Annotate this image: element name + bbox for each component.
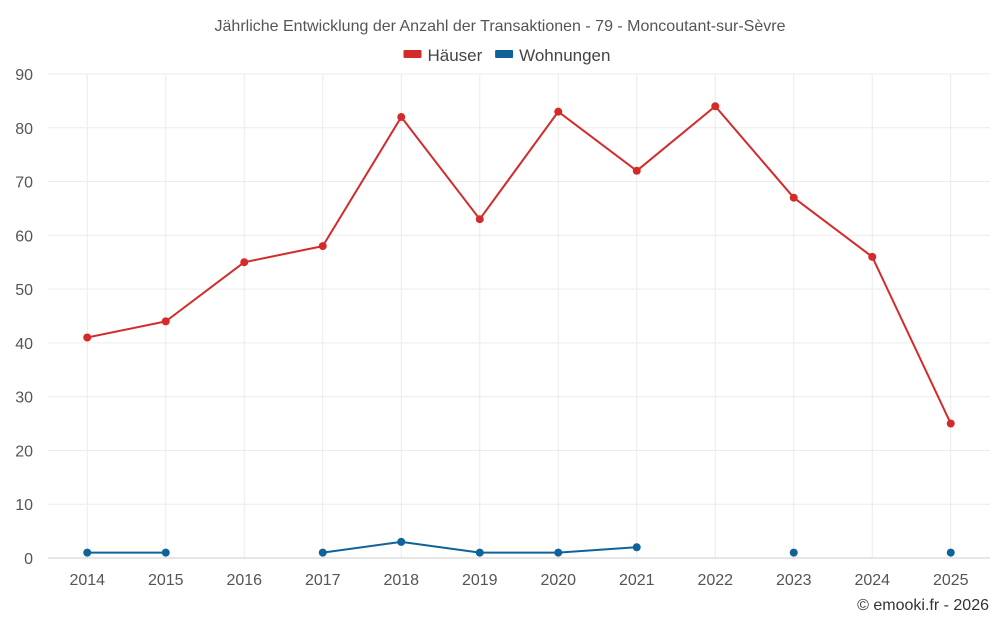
data-point[interactable] — [632, 543, 641, 552]
y-tick-label: 0 — [24, 551, 33, 568]
grid — [48, 73, 990, 559]
data-point[interactable] — [946, 548, 955, 557]
y-axis-ticks: 0 10 20 30 40 50 60 70 80 90 — [15, 67, 33, 568]
data-point[interactable] — [318, 242, 327, 251]
x-tick-label: 2020 — [540, 572, 576, 589]
data-point[interactable] — [632, 166, 641, 175]
y-tick-label: 70 — [15, 175, 33, 192]
x-tick-label: 2015 — [148, 572, 184, 589]
data-point[interactable] — [83, 333, 92, 342]
data-point[interactable] — [946, 419, 955, 428]
series-line — [87, 105, 952, 424]
legend-swatch — [495, 50, 514, 58]
y-tick-label: 60 — [15, 228, 33, 245]
data-point[interactable] — [318, 548, 327, 557]
x-tick-label: 2023 — [776, 572, 812, 589]
data-point[interactable] — [397, 113, 406, 122]
data-point[interactable] — [868, 252, 877, 261]
legend-swatch — [403, 50, 422, 58]
legend-label[interactable]: Wohnungen — [519, 46, 610, 65]
data-point[interactable] — [475, 215, 484, 224]
x-tick-label: 2022 — [697, 572, 733, 589]
data-point[interactable] — [83, 548, 92, 557]
data-point[interactable] — [161, 548, 170, 557]
data-point[interactable] — [789, 548, 798, 557]
data-point[interactable] — [161, 317, 170, 326]
data-point[interactable] — [554, 548, 563, 557]
data-point[interactable] — [554, 107, 563, 116]
credit-text: © emooki.fr - 2026 — [857, 597, 989, 614]
series-0 — [83, 102, 955, 428]
y-tick-label: 40 — [15, 336, 33, 353]
data-point[interactable] — [397, 537, 406, 546]
legend-label[interactable]: Häuser — [428, 46, 483, 65]
series-layer — [83, 102, 955, 557]
x-tick-label: 2018 — [383, 572, 419, 589]
y-tick-label: 10 — [15, 497, 33, 514]
x-axis-ticks: 2014 2015 2016 2017 2018 2019 2020 2021 2022 2023… — [69, 572, 968, 589]
data-point[interactable] — [789, 193, 798, 202]
y-tick-label: 80 — [15, 121, 33, 138]
x-tick-label: 2014 — [69, 572, 105, 589]
y-tick-label: 90 — [15, 67, 33, 84]
x-tick-label: 2016 — [226, 572, 262, 589]
data-point[interactable] — [711, 102, 720, 111]
legend: Häuser Wohnungen — [403, 46, 610, 65]
data-point[interactable] — [475, 548, 484, 557]
data-point[interactable] — [240, 258, 249, 267]
y-tick-label: 30 — [15, 390, 33, 407]
x-tick-label: 2025 — [933, 572, 969, 589]
x-tick-label: 2024 — [854, 572, 890, 589]
x-tick-label: 2017 — [305, 572, 341, 589]
x-tick-label: 2021 — [619, 572, 655, 589]
x-tick-label: 2019 — [462, 572, 498, 589]
y-tick-label: 20 — [15, 443, 33, 460]
series-1 — [83, 537, 955, 557]
y-tick-label: 50 — [15, 282, 33, 299]
chart-title: Jährliche Entwicklung der Anzahl der Tra… — [215, 18, 786, 35]
